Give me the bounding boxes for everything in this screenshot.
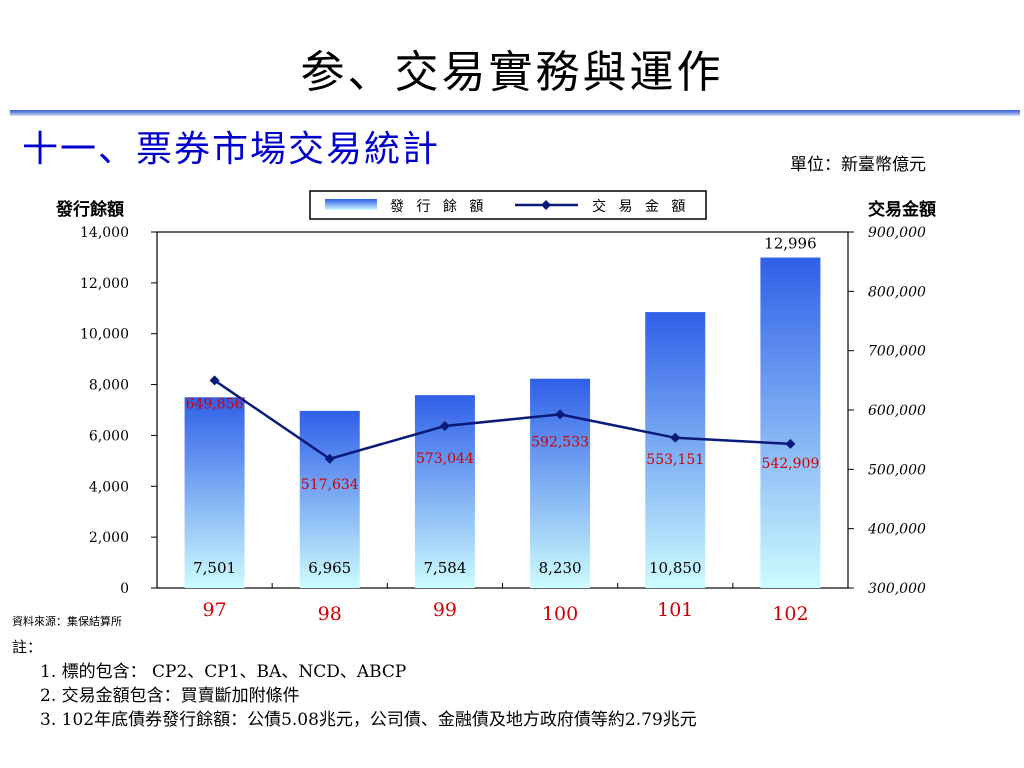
legend-bar-swatch bbox=[325, 199, 377, 210]
slide-subtitle: 十一、票券市場交易統計 bbox=[22, 129, 441, 170]
bar-value-label: 8,230 bbox=[539, 559, 582, 577]
legend-bar-label: 發 行 餘 額 bbox=[390, 198, 487, 215]
category-label: 101 bbox=[657, 599, 693, 621]
notes-list: 1. 標的包含： CP2、CP1、BA、NCD、ABCP 2. 交易金額包含：買… bbox=[40, 660, 697, 732]
left-tick-label: 4,000 bbox=[89, 479, 129, 495]
bar-value-label: 10,850 bbox=[649, 559, 702, 577]
data-source: 資料來源：集保結算所 bbox=[12, 615, 122, 628]
right-tick-label: 300,000 bbox=[868, 581, 926, 597]
line-point bbox=[324, 453, 335, 464]
title-underline bbox=[10, 110, 1020, 116]
category-label: 99 bbox=[433, 599, 457, 621]
bar bbox=[645, 312, 706, 588]
left-tick-label: 2,000 bbox=[89, 530, 129, 546]
bar-value-label: 7,501 bbox=[193, 559, 236, 577]
line-point bbox=[209, 375, 220, 386]
line-value-label: 649,856 bbox=[186, 396, 244, 412]
right-tick-label: 500,000 bbox=[868, 462, 926, 478]
category-label: 102 bbox=[772, 603, 808, 625]
line-point bbox=[555, 409, 566, 420]
line-point bbox=[670, 432, 681, 443]
right-axis-title: 交易金額 bbox=[868, 200, 936, 220]
category-label: 98 bbox=[318, 603, 342, 625]
left-axis-title: 發行餘額 bbox=[56, 200, 124, 220]
category-label: 97 bbox=[202, 599, 226, 621]
left-tick-label: 0 bbox=[120, 581, 129, 597]
line-value-label: 592,533 bbox=[531, 434, 589, 450]
right-tick-label: 400,000 bbox=[867, 522, 926, 538]
notes-title: 註： bbox=[12, 638, 43, 656]
line-value-label: 542,909 bbox=[761, 456, 819, 472]
right-tick-label: 800,000 bbox=[868, 284, 926, 300]
bar bbox=[760, 257, 821, 588]
line-value-label: 517,634 bbox=[301, 477, 359, 493]
slide-title: 参、交易實務與運作 bbox=[300, 47, 724, 98]
plot-frame bbox=[156, 231, 849, 589]
right-tick-label: 900,000 bbox=[868, 225, 926, 241]
line-point bbox=[439, 420, 450, 431]
category-label: 100 bbox=[542, 603, 578, 625]
note-item: 1. 標的包含： CP2、CP1、BA、NCD、ABCP bbox=[40, 662, 407, 682]
line-value-label: 573,044 bbox=[416, 451, 474, 467]
line-value-label: 553,151 bbox=[646, 452, 704, 468]
left-tick-label: 12,000 bbox=[80, 276, 129, 292]
note-item: 2. 交易金額包含：買賣斷加附條件 bbox=[40, 686, 300, 706]
legend-line-marker bbox=[541, 200, 551, 210]
bar bbox=[299, 410, 360, 588]
right-tick-label: 600,000 bbox=[868, 403, 926, 419]
line-series bbox=[213, 379, 791, 461]
line-point bbox=[785, 438, 796, 449]
left-tick-label: 6,000 bbox=[89, 428, 129, 444]
left-tick-label: 8,000 bbox=[89, 378, 129, 394]
bar-value-label: 12,996 bbox=[764, 235, 817, 253]
combo-chart: 0 2,000 4,000 6,000 8,000 10,000 12,000 14,000 3… bbox=[80, 190, 926, 625]
bar-value-label: 7,584 bbox=[423, 559, 466, 577]
legend-line-label: 交 易 金 額 bbox=[592, 198, 689, 215]
bar-value-label: 6,965 bbox=[308, 559, 351, 577]
right-tick-label: 700,000 bbox=[868, 344, 926, 360]
bar bbox=[184, 397, 245, 588]
left-tick-label: 14,000 bbox=[80, 225, 129, 241]
note-item: 3. 102年底債券發行餘額：公債5.08兆元，公司債、金融債及地方政府債等約2… bbox=[40, 710, 697, 730]
unit-label: 單位：新臺幣億元 bbox=[790, 155, 926, 175]
left-tick-label: 10,000 bbox=[80, 327, 129, 343]
